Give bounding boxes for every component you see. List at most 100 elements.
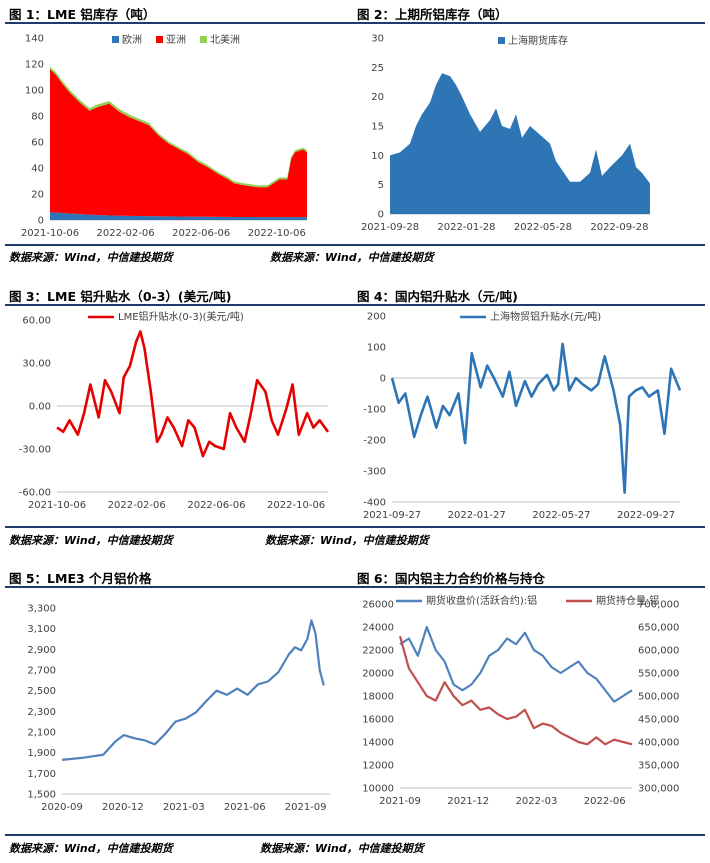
y-tick-label: 18000 [362, 692, 394, 703]
x-tick-label: 2021-09 [379, 796, 421, 807]
fig6-chart: 26000 24000 22000 20000 18000 16000 14000 12000… [350, 590, 710, 830]
y-tick-label: 12000 [362, 761, 394, 772]
y-tick-label: 3,100 [27, 624, 56, 635]
x-tick-label: 2022-10-06 [267, 500, 325, 511]
y-tick-label: 2,500 [27, 686, 56, 697]
bottom-rule-1 [5, 244, 705, 246]
x-tick-label: 2021-09-27 [363, 510, 421, 521]
y-tick-label: 60.00 [22, 316, 51, 327]
top-rule-3 [5, 586, 705, 588]
y-tick-label: 20000 [362, 669, 394, 680]
x-tick-label: 2021-03 [163, 802, 205, 813]
legend-label: 欧洲 [122, 34, 142, 46]
y-tick-label: 25 [371, 63, 384, 74]
y2-tick-label: 700,000 [638, 600, 679, 611]
x-tick-label: 2022-06 [584, 796, 626, 807]
y-tick-label: 60 [31, 138, 44, 149]
area-series-1 [50, 69, 307, 218]
legend-label: 上海物贸铝升贴水(元/吨) [490, 310, 601, 323]
y2-tick-label: 550,000 [638, 669, 679, 680]
source-note: 数据来源：Wind，中信建投期货 [9, 534, 173, 547]
x-tick-label: 2021-10-06 [21, 228, 79, 239]
fig2-chart: 0 5 10 15 20 25 30 2021-09-28 2022-01-28 2022-05-… [350, 26, 710, 242]
y-tick-label: -30.00 [19, 445, 51, 456]
y-tick-label: 0 [38, 216, 44, 227]
y-tick-label: 120 [25, 60, 44, 71]
fig3-chart: 60.00 30.00 0.00 -30.00 -60.00 2021-10-06 2022… [0, 308, 350, 524]
y-tick-label: 2,700 [27, 666, 56, 677]
x-tick-label: 2020-12 [102, 802, 144, 813]
y-tick-label: 80 [31, 112, 44, 123]
source-note: 数据来源：Wind，中信建投期货 [265, 534, 429, 547]
y-tick-label: 24000 [362, 623, 394, 634]
legend-swatch [156, 36, 163, 43]
fig1-title: 图 1：LME 铝库存（吨） [9, 7, 156, 22]
y2-tick-label: 400,000 [638, 738, 679, 749]
y-tick-label: 14000 [362, 738, 394, 749]
y-tick-label: 15 [371, 122, 384, 133]
y-tick-label: 1,500 [27, 790, 56, 801]
line-series-0 [390, 342, 682, 494]
fig3-title: 图 3：LME 铝升贴水（0-3）(美元/吨) [9, 289, 232, 304]
y2-tick-label: 300,000 [638, 784, 679, 795]
fig1-chart: 0 20 40 60 80 100 120 140 2021-10-06 2022-02-06 20… [0, 26, 350, 242]
y-tick-label: -400 [363, 498, 386, 509]
source-note: 数据来源：Wind，中信建投期货 [9, 842, 173, 855]
y-tick-label: 3,300 [27, 604, 56, 615]
line-series-0 [399, 625, 633, 703]
y2-tick-label: 450,000 [638, 715, 679, 726]
line-series-0 [56, 330, 330, 458]
x-tick-label: 2021-09 [285, 802, 327, 813]
y-tick-label: 26000 [362, 600, 394, 611]
x-tick-label: 2022-02-06 [97, 228, 155, 239]
x-tick-label: 2021-12 [447, 796, 489, 807]
top-rule-2 [5, 304, 705, 306]
y-tick-label: 140 [25, 34, 44, 45]
y-tick-label: -300 [363, 467, 386, 478]
source-note: 数据来源：Wind，中信建投期货 [270, 251, 434, 264]
legend-label: LME铝升贴水(0-3)(美元/吨) [118, 310, 244, 323]
y-tick-label: 40 [31, 164, 44, 175]
fig4-title: 图 4：国内铝升贴水（元/吨) [357, 289, 518, 304]
y-tick-label: 30.00 [22, 359, 51, 370]
y-tick-label: 2,100 [27, 728, 56, 739]
y-tick-label: -200 [363, 436, 386, 447]
legend-label: 北美洲 [210, 33, 240, 46]
fig2-title: 图 2：上期所铝库存（吨） [357, 7, 508, 22]
x-tick-label: 2021-09-28 [361, 222, 419, 233]
x-tick-label: 2022-06-06 [172, 228, 230, 239]
legend-label: 期货收盘价(活跃合约):铝 [426, 594, 537, 607]
x-tick-label: 2022-05-27 [532, 510, 590, 521]
y-tick-label: 100 [25, 86, 44, 97]
x-tick-label: 2022-10-06 [248, 228, 306, 239]
legend-label: 上海期货库存 [508, 34, 568, 47]
fig4-chart: 200 100 0 -100 -200 -300 -400 2021-09-27 2022-01… [350, 308, 710, 524]
area-series [390, 73, 650, 214]
source-note: 数据来源：Wind，中信建投期货 [260, 842, 424, 855]
y-tick-label: 20 [31, 190, 44, 201]
top-rule-1 [5, 22, 705, 24]
y-tick-label: 10000 [362, 784, 394, 795]
y-tick-label: 0 [378, 210, 384, 221]
y-tick-label: 5 [378, 180, 384, 191]
y-tick-label: 30 [371, 34, 384, 45]
x-tick-label: 2021-06 [224, 802, 266, 813]
y-tick-label: 2,300 [27, 707, 56, 718]
x-tick-label: 2022-01-27 [448, 510, 506, 521]
y-tick-label: 200 [367, 312, 386, 323]
y-tick-label: 100 [367, 343, 386, 354]
y2-tick-label: 500,000 [638, 692, 679, 703]
x-tick-label: 2021-10-06 [28, 500, 86, 511]
x-tick-label: 2022-03 [516, 796, 558, 807]
x-tick-label: 2022-06-06 [187, 500, 245, 511]
x-tick-label: 2022-01-28 [437, 222, 495, 233]
y-tick-label: 22000 [362, 646, 394, 657]
y-tick-label: -100 [363, 405, 386, 416]
y-tick-label: 2,900 [27, 645, 56, 656]
x-tick-label: 2022-09-27 [617, 510, 675, 521]
y-tick-label: 0.00 [29, 402, 51, 413]
x-tick-label: 2022-05-28 [514, 222, 572, 233]
y-tick-label: 0 [380, 374, 386, 385]
area-series-0 [50, 212, 307, 220]
y-tick-label: 16000 [362, 715, 394, 726]
